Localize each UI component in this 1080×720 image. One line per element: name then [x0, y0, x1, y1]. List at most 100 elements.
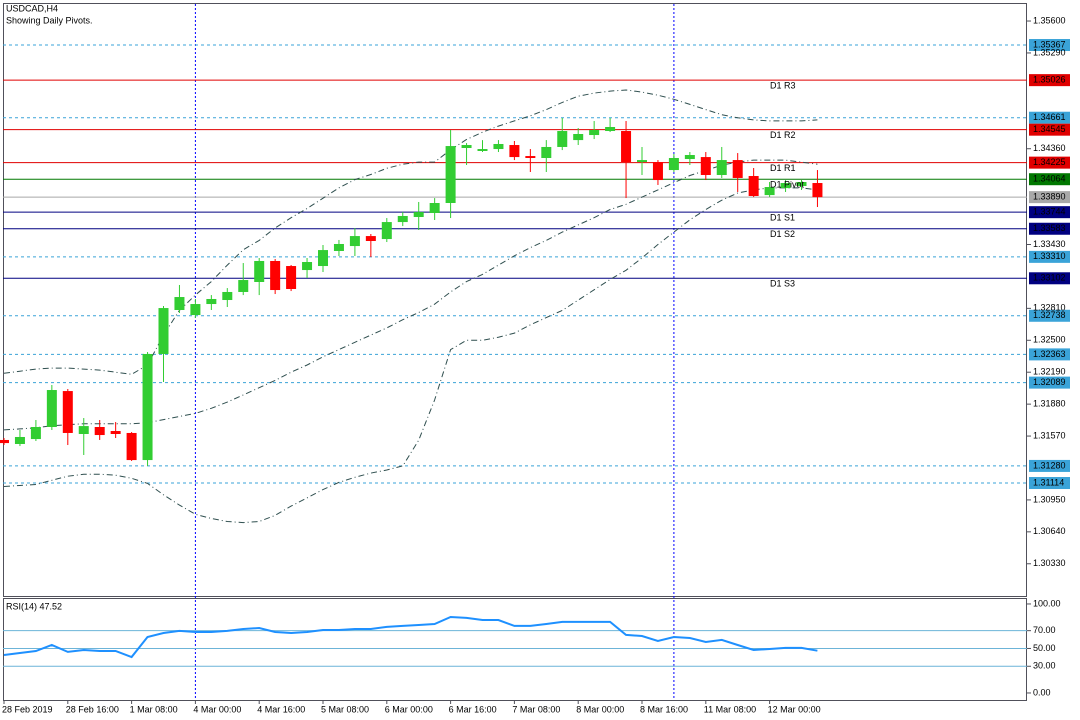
x-tick-label: 1 Mar 08:00 — [130, 704, 178, 714]
x-tick-label: 12 Mar 00:00 — [768, 704, 821, 714]
level-box — [1029, 309, 1070, 322]
pivot-name: D1 R1 — [770, 163, 796, 173]
level-box — [1029, 250, 1070, 263]
y-tick-label: 0.00 — [1033, 687, 1051, 697]
x-tick-label: 28 Feb 16:00 — [66, 704, 119, 714]
bid-box — [1029, 191, 1070, 204]
level-box — [1029, 376, 1070, 389]
candle-body — [0, 439, 9, 444]
candle-body — [142, 353, 153, 461]
y-tick-label: 1.31570 — [1033, 430, 1066, 440]
level-box — [1029, 477, 1070, 490]
pivot-box — [1029, 156, 1070, 169]
x-tick-label: 5 Mar 08:00 — [321, 704, 369, 714]
pivot-name: D1 Pivot — [770, 180, 805, 190]
pivot-box — [1029, 272, 1070, 285]
candle-body — [509, 145, 520, 158]
candle-body — [541, 146, 552, 158]
rsi-title: RSI(14) 47.52 — [6, 601, 62, 611]
candle-body — [461, 145, 472, 149]
candle-body — [238, 280, 249, 292]
x-tick-label: 4 Mar 16:00 — [257, 704, 305, 714]
chart-title: USDCAD,H4 — [6, 3, 58, 13]
main-panel-frame — [3, 3, 1027, 597]
x-tick-label: 11 Mar 08:00 — [704, 704, 756, 714]
pivot-box-label: 1.33744 — [1033, 207, 1066, 217]
rsi-line — [3, 615, 818, 659]
candle-body — [318, 250, 328, 267]
marks-layer — [0, 39, 1070, 659]
candle-body — [222, 291, 233, 301]
candle-body — [668, 157, 679, 171]
candle-body — [652, 162, 663, 181]
candle-body — [445, 146, 456, 204]
x-tick-label: 7 Mar 08:00 — [512, 704, 560, 714]
candle-body — [206, 298, 217, 305]
y-tick-label: 1.33430 — [1033, 239, 1066, 249]
y-tick-label: 50.00 — [1033, 643, 1056, 653]
candle-body — [397, 215, 408, 223]
pivot-name: D1 S1 — [770, 213, 795, 223]
candle-body — [174, 297, 185, 311]
x-tick-label: 4 Mar 00:00 — [193, 704, 241, 714]
pivot-box-label: 1.34545 — [1033, 124, 1066, 134]
candle-body — [637, 160, 647, 163]
pivot-box-label: 1.35026 — [1033, 75, 1066, 85]
candle-body — [30, 426, 41, 440]
candle-body — [349, 236, 360, 247]
candle-body — [684, 155, 695, 160]
candle-body — [62, 391, 73, 433]
candle-body — [764, 187, 775, 196]
pivot-name: D1 R2 — [770, 130, 796, 140]
candle-body — [158, 308, 169, 354]
pivot-box — [1029, 222, 1070, 235]
y-tick-label: 70.00 — [1033, 625, 1056, 635]
candle-body — [333, 243, 344, 251]
chart-subtitle: Showing Daily Pivots. — [6, 15, 93, 25]
level-box-label: 1.32738 — [1033, 310, 1066, 320]
candle-body — [286, 266, 297, 289]
level-box-label: 1.31280 — [1033, 460, 1066, 470]
pivot-name: D1 S2 — [770, 229, 795, 239]
x-tick-label: 6 Mar 00:00 — [385, 704, 433, 714]
pivot-box — [1029, 123, 1070, 136]
pivot-name: D1 R3 — [770, 81, 796, 91]
y-tick-label: 1.32500 — [1033, 335, 1066, 345]
candle-body — [381, 222, 392, 240]
level-box — [1029, 111, 1070, 124]
candle-body — [716, 160, 727, 175]
pivot-name: D1 S3 — [770, 279, 795, 289]
y-tick-label: 1.30330 — [1033, 558, 1066, 568]
level-box-label: 1.35367 — [1033, 39, 1066, 49]
band-line — [3, 187, 818, 524]
candle-body — [413, 212, 424, 218]
candle-body — [254, 260, 265, 282]
pivot-box — [1029, 206, 1070, 219]
candle-body — [365, 236, 376, 242]
candle-body — [812, 183, 823, 198]
level-box-label: 1.31114 — [1033, 477, 1064, 487]
band-line — [3, 159, 818, 431]
candle-body — [748, 176, 759, 196]
y-tick-label: 1.30640 — [1033, 526, 1066, 536]
x-tick-label: 8 Mar 16:00 — [640, 704, 688, 714]
y-tick-label: 1.32810 — [1033, 303, 1066, 313]
pivot-box-label: 1.34225 — [1033, 157, 1066, 167]
candle-body — [302, 262, 313, 271]
candle-body — [270, 260, 281, 291]
pivot-box-label: 1.34064 — [1033, 174, 1066, 184]
candle-body — [589, 129, 600, 136]
level-box-label: 1.33310 — [1033, 251, 1066, 261]
y-tick-label: 1.35600 — [1033, 15, 1066, 25]
x-tick-label: 8 Mar 00:00 — [576, 704, 624, 714]
bid-box-label: 1.33890 — [1033, 192, 1066, 202]
candle-body — [126, 432, 137, 461]
levels-layer — [3, 4, 1031, 704]
candle-body — [78, 426, 89, 435]
y-tick-label: 1.31880 — [1033, 399, 1066, 409]
candle-body — [621, 131, 632, 163]
y-tick-label: 1.32190 — [1033, 367, 1066, 377]
